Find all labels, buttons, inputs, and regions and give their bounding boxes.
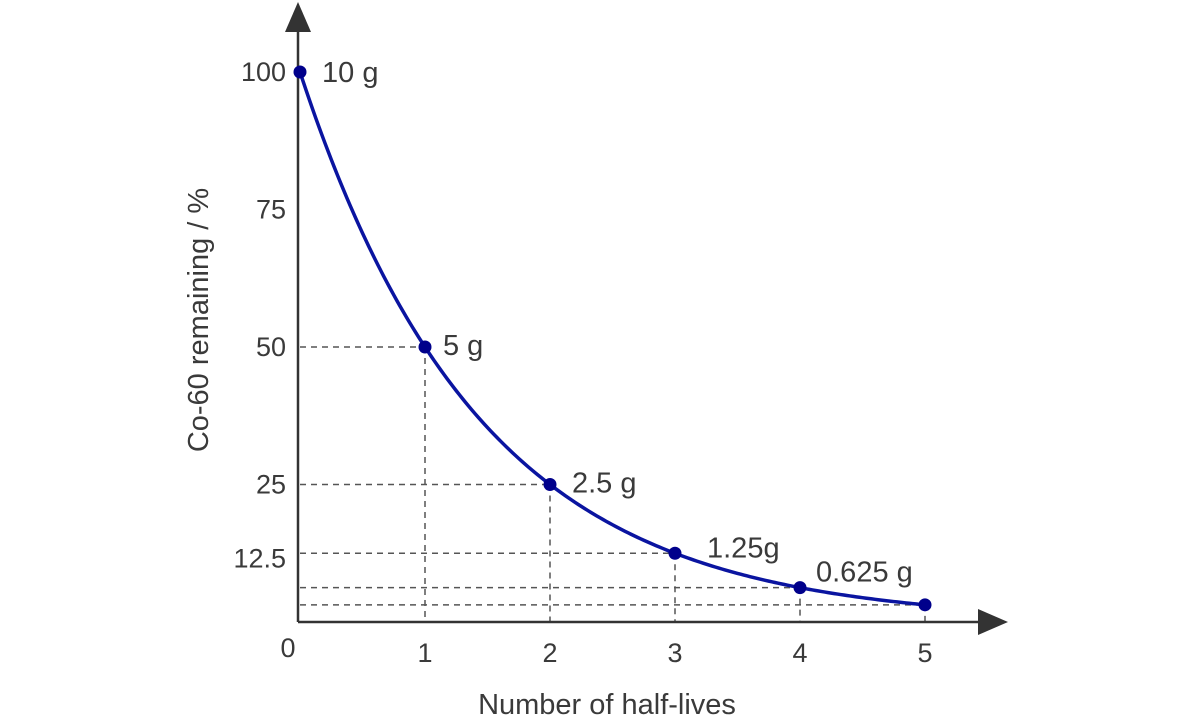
y-tick-label: 75 [256,195,286,225]
x-axis-title: Number of half-lives [478,689,736,721]
point-label: 2.5 g [572,468,637,500]
y-axis-title: Co-60 remaining / % [183,188,215,452]
y-tick-labels: 100 75 50 25 12.5 [233,57,286,573]
origin-label: 0 [280,633,295,663]
y-tick-label: 50 [256,332,286,362]
y-tick-label: 12.5 [233,543,286,573]
data-point [418,340,432,354]
decay-curve [298,71,926,607]
point-label: 5 g [443,330,483,362]
y-tick-label: 100 [241,57,286,87]
x-tick-label: 2 [542,638,557,668]
axes [285,2,1008,635]
data-point [543,478,557,491]
x-tick-label: 1 [417,638,432,668]
data-point [668,546,682,560]
x-tick-label: 5 [917,638,932,668]
x-tick-labels: 1 2 3 4 5 [417,638,932,668]
x-tick-label: 3 [667,638,682,668]
y-tick-label: 25 [256,470,286,500]
point-label: 1.25g [707,532,780,564]
x-tick-label: 4 [792,638,807,668]
data-point [918,598,932,612]
x-axis-arrowhead [978,609,1008,635]
guide-lines [300,346,926,622]
point-label: 10 g [322,57,378,89]
data-point [293,65,307,79]
data-point [793,581,807,595]
y-axis-arrowhead [285,2,311,32]
data-points [293,65,932,612]
point-label: 0.625 g [816,557,913,589]
point-labels: 10 g 5 g 2.5 g 1.25g 0.625 g [322,57,913,589]
